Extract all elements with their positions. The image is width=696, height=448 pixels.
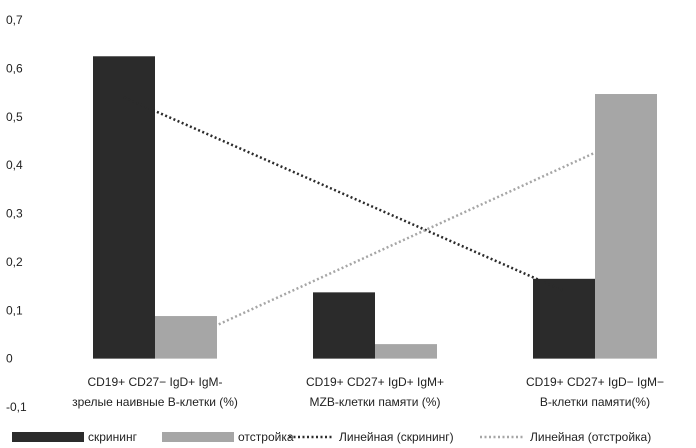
x-tick-label: CD19+ CD27+ IgD− IgM− [526, 375, 664, 389]
x-tick-label: CD19+ CD27+ IgD+ IgM+ [306, 375, 444, 389]
legend-label: скрининг [88, 430, 138, 444]
bar-series-2 [595, 94, 657, 359]
y-tick-label: 0,1 [6, 303, 23, 317]
bars [93, 56, 657, 359]
y-tick-label: 0,3 [6, 207, 23, 221]
bar-series-1 [93, 56, 155, 359]
bar-series-1 [533, 278, 595, 359]
y-tick-label: 0,4 [6, 158, 23, 172]
y-tick-label: 0,6 [6, 61, 23, 75]
legend-label: Линейная (отстройка) [530, 430, 651, 444]
y-tick-label: 0,5 [6, 110, 23, 124]
y-tick-label: -0,1 [6, 400, 27, 414]
legend: скрининг отстройка Линейная (скрининг) Лине… [12, 430, 651, 444]
bar-series-2 [155, 316, 217, 359]
x-axis-labels: CD19+ CD27− IgD+ IgM-зрелые наивные B-кл… [72, 375, 664, 409]
bar-series-2 [375, 344, 437, 359]
x-tick-label: B-клетки памяти(%) [540, 395, 650, 409]
legend-label: Линейная (скрининг) [339, 430, 454, 444]
x-tick-label: зрелые наивные B-клетки (%) [72, 395, 238, 409]
legend-swatch-series-2 [162, 432, 234, 442]
y-tick-label: 0 [6, 352, 13, 366]
legend-swatch-series-1 [12, 432, 84, 442]
x-tick-label: CD19+ CD27− IgD+ IgM- [87, 375, 222, 389]
y-axis-ticks: -0,1 0 0,1 0,2 0,3 0,4 0,5 0,6 0,7 [6, 13, 27, 414]
y-tick-label: 0,2 [6, 255, 23, 269]
y-tick-label: 0,7 [6, 13, 23, 27]
trendlines [123, 96, 627, 341]
bar-series-1 [313, 292, 375, 359]
legend-label: отстройка [238, 430, 294, 444]
trendline-1 [123, 96, 565, 293]
x-tick-label: MZB-клетки памяти (%) [310, 395, 441, 409]
